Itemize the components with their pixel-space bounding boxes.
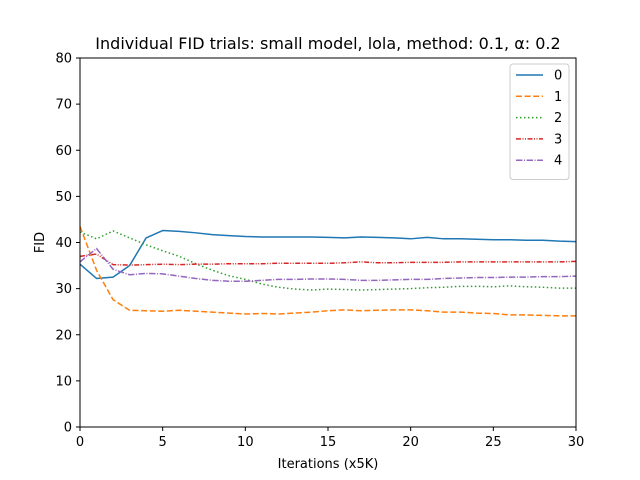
series-line-0 — [79, 229, 577, 280]
x-tick-label: 5 — [159, 435, 167, 450]
y-tick-label: 30 — [55, 282, 72, 297]
y-tick-label: 10 — [55, 374, 72, 389]
y-tick-label: 80 — [55, 52, 72, 67]
legend: 0 1 2 3 4 — [509, 63, 570, 180]
series-line-3 — [79, 253, 577, 266]
legend-label-1: 1 — [554, 90, 562, 105]
legend-label-0: 0 — [554, 69, 562, 84]
y-tick-label: 0 — [64, 421, 72, 436]
legend-label-3: 3 — [554, 132, 562, 147]
y-tick-label: 60 — [55, 144, 72, 159]
series-line-2 — [79, 230, 576, 291]
y-axis-ticks: 0 10 20 30 40 50 60 70 80 — [55, 52, 80, 436]
plot-frame — [79, 57, 577, 428]
legend-label-2: 2 — [554, 111, 562, 126]
legend-box — [509, 63, 570, 180]
y-tick-label: 20 — [55, 328, 72, 343]
x-tick-label: 30 — [568, 435, 585, 450]
y-tick-label: 40 — [55, 236, 72, 251]
x-axis-ticks: 0 5 10 15 20 25 30 — [76, 427, 584, 450]
x-tick-label: 20 — [402, 435, 419, 450]
plot-marks — [79, 226, 577, 317]
series-line-1 — [79, 226, 576, 317]
series-line-4 — [79, 247, 577, 282]
x-tick-label: 0 — [76, 435, 84, 450]
y-tick-label: 50 — [55, 190, 72, 205]
x-tick-label: 15 — [320, 435, 337, 450]
x-tick-label: 10 — [237, 435, 254, 450]
y-tick-label: 70 — [55, 98, 72, 113]
x-axis-label: Iterations (x5K) — [278, 457, 379, 472]
legend-label-4: 4 — [554, 154, 562, 169]
chart-title: Individual FID trials: small model, lola… — [95, 34, 560, 53]
x-tick-label: 25 — [485, 435, 502, 450]
y-axis-label: FID — [33, 232, 48, 253]
